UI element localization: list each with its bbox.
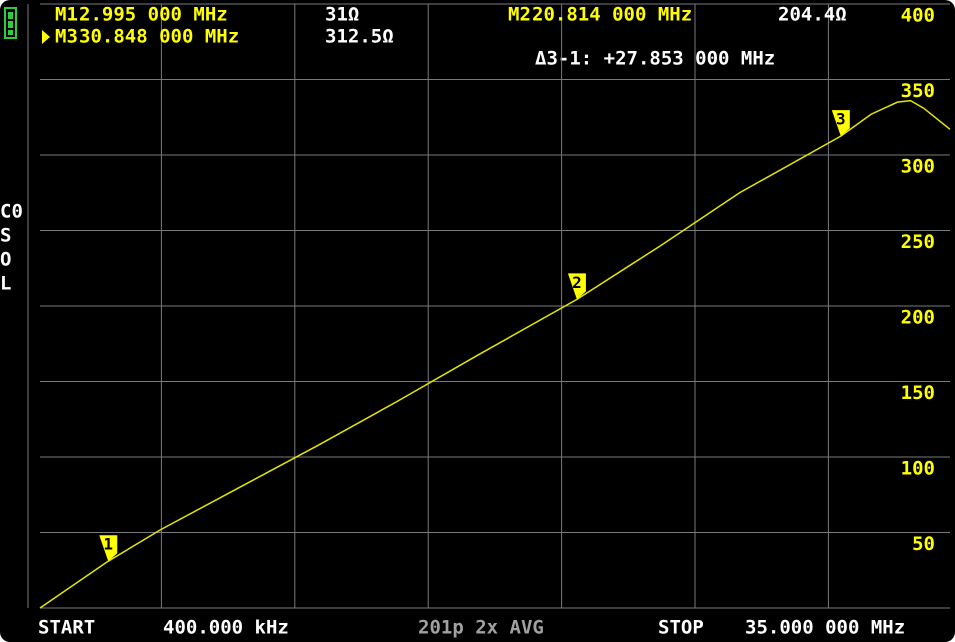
start-value: 400.000 kHz [163,617,289,639]
marker-value: 312.5Ω [325,26,394,48]
marker [831,110,850,137]
marker-frequency: 20.814 000 MHz [532,4,692,26]
battery-level [8,21,13,28]
marker [567,273,586,300]
y-tick-label: 100 [901,458,935,480]
sweep-info: 201p 2x AVG [418,617,544,639]
marker-name: M3 [55,26,78,48]
y-tick-label: 50 [912,533,935,555]
stop-label: STOP [658,617,704,639]
battery-level [8,12,13,19]
marker-number: 2 [572,273,582,292]
cal-status: O [0,249,11,271]
marker-frequency: 2.995 000 MHz [79,4,228,26]
y-tick-label: 300 [901,156,935,178]
marker-value: 31Ω [325,4,359,26]
marker-number: 1 [103,535,113,554]
marker [99,535,118,562]
cal-status: S [0,225,11,247]
y-tick-label: 350 [901,80,935,102]
cal-status: L [0,273,11,295]
cal-status: C0 [0,201,23,223]
battery-icon [4,7,17,39]
marker-name: M2 [508,4,531,26]
y-tick-label: 150 [901,382,935,404]
start-label: START [38,617,95,639]
y-tick-label: 400 [901,5,935,27]
marker-frequency: 30.848 000 MHz [79,26,239,48]
trace [39,99,951,609]
marker-name: M1 [55,4,78,26]
y-tick-label: 250 [901,231,935,253]
marker-value: 204.4Ω [778,4,847,26]
battery-level [8,30,13,35]
active-marker-indicator [42,30,50,44]
delta-readout: Δ3-1: +27.853 000 MHz [535,48,775,70]
marker-number: 3 [836,110,846,129]
stop-value: 35.000 000 MHz [745,617,905,639]
y-tick-label: 200 [901,307,935,329]
